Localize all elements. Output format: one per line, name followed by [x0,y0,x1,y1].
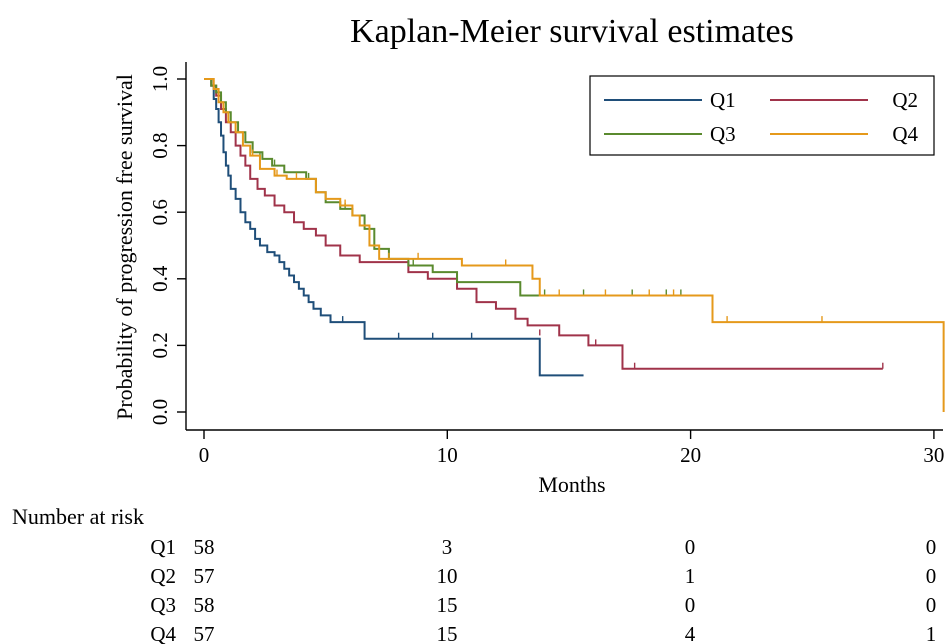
x-tick-label: 0 [199,443,210,467]
y-axis-label: Probability of progression free survival [112,74,137,420]
risk-table-count: 57 [194,564,215,588]
risk-table-count: 15 [437,593,458,617]
chart-title: Kaplan-Meier survival estimates [350,13,794,50]
survival-curve-q1 [204,78,584,377]
risk-table-count: 58 [194,593,215,617]
legend-label-q4: Q4 [892,122,918,146]
survival-curve-q3 [204,78,681,297]
legend-label-q3: Q3 [710,122,736,146]
legend-label-q2: Q2 [892,88,918,112]
risk-table-count: 0 [926,564,937,588]
risk-table-count: 0 [685,593,696,617]
legend-box [589,75,935,156]
risk-table-count: 57 [194,622,215,644]
y-axis: 0.0 0.2 0.4 0.6 0.8 1.0 [148,62,187,430]
x-tick-label: 30 [923,443,944,467]
risk-table-count: 1 [926,622,937,644]
risk-table-count: 1 [685,564,696,588]
survival-curve-q4 [204,78,945,412]
y-tick-label: 0.4 [148,265,172,292]
y-tick-label: 0.0 [148,399,172,425]
risk-table-count: 0 [926,535,937,559]
risk-table-group: Q4 [150,622,176,644]
x-tick-label: 20 [680,443,701,467]
x-axis-label: Months [538,472,605,497]
risk-table-group: Q1 [150,535,176,559]
y-tick-label: 0.6 [148,199,172,225]
risk-table-group: Q3 [150,593,176,617]
risk-table-count: 0 [926,593,937,617]
legend: Q1 Q2 Q3 Q4 [589,75,935,156]
risk-table-title: Number at risk [12,504,144,529]
x-tick-label: 10 [437,443,458,467]
risk-table-count: 4 [685,622,696,644]
survival-curves [204,78,945,412]
risk-table-group: Q2 [150,564,176,588]
risk-table-count: 3 [442,535,453,559]
risk-table-count: 15 [437,622,458,644]
x-axis: 0 10 20 30 [186,429,944,467]
y-tick-label: 0.2 [148,332,172,358]
risk-table: Number at risk Q1 58 3 0 0Q2 57 10 1 0Q3 58 15 0 0Q4… [12,504,936,644]
y-tick-label: 1.0 [148,66,172,92]
y-tick-label: 0.8 [148,132,172,158]
risk-table-count: 0 [685,535,696,559]
risk-table-count: 58 [194,535,215,559]
risk-table-count: 10 [437,564,458,588]
legend-label-q1: Q1 [710,88,736,112]
